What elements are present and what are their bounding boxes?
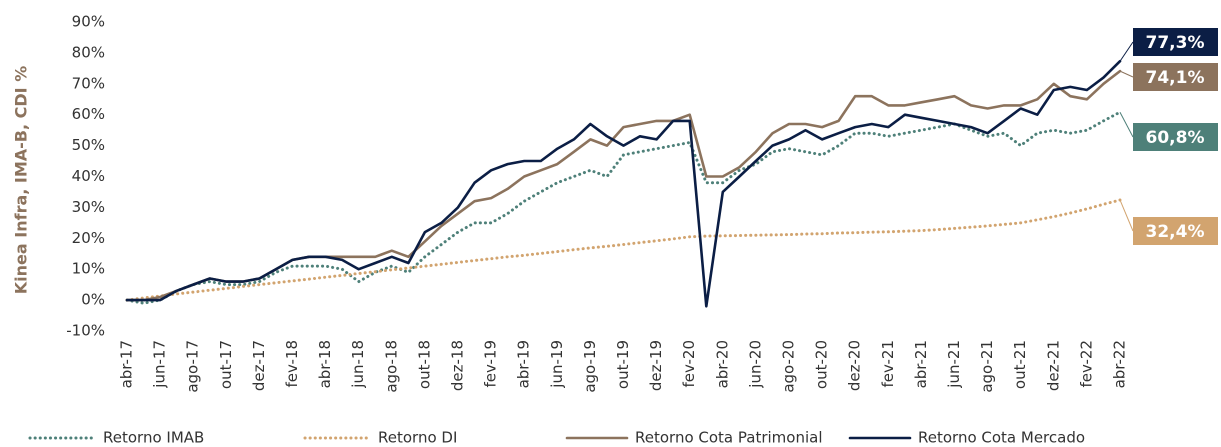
series-line — [125, 198, 1122, 302]
x-tick-label: out-19 — [614, 340, 632, 389]
y-tick-label: 50% — [72, 136, 105, 154]
x-tick-label: fev-21 — [879, 340, 897, 387]
x-tick-label: out-21 — [1011, 340, 1029, 389]
series-line — [125, 69, 1122, 302]
x-tick-label: fev-22 — [1077, 340, 1095, 387]
legend-label: Retorno Cota Mercado — [918, 429, 1085, 447]
x-tick-label: dez-17 — [250, 340, 268, 391]
x-tick-label: ago-21 — [978, 340, 996, 393]
x-tick-label: fev-19 — [482, 340, 500, 387]
x-tick-label: dez-21 — [1044, 340, 1062, 391]
end-label-box — [1133, 217, 1218, 245]
legend-label: Retorno IMAB — [103, 429, 204, 447]
series-line — [125, 59, 1122, 308]
end-label-box — [1133, 63, 1218, 91]
x-tick-label: dez-19 — [647, 340, 665, 391]
label-connector — [1119, 199, 1134, 232]
x-tick-label: jun-20 — [746, 340, 764, 389]
x-tick-label: fev-18 — [283, 340, 301, 387]
x-tick-label: dez-18 — [449, 340, 467, 391]
x-tick-label: out-18 — [415, 340, 433, 389]
end-label: 77,3% — [1146, 33, 1205, 53]
label-connector — [1119, 41, 1134, 62]
label-connector — [1119, 111, 1134, 138]
series-line — [125, 110, 1122, 305]
y-tick-label: 20% — [72, 229, 105, 247]
x-tick-label: dez-20 — [846, 340, 864, 391]
x-tick-label: ago-20 — [780, 340, 798, 393]
y-tick-label: 30% — [72, 198, 105, 216]
y-axis-label: Kinea Infra, IMA-B, CDI % — [12, 66, 31, 294]
y-tick-label: 40% — [72, 167, 105, 185]
x-tick-label: ago-17 — [184, 340, 202, 393]
y-tick-label: 60% — [72, 105, 105, 123]
y-tick-label: 0% — [81, 291, 105, 309]
end-label: 60,8% — [1146, 128, 1205, 148]
x-tick-label: jun-17 — [151, 340, 169, 389]
x-tick-label: jun-19 — [548, 340, 566, 389]
y-tick-label: 70% — [72, 74, 105, 92]
x-tick-label: jun-18 — [349, 340, 367, 389]
end-label-box — [1133, 28, 1218, 56]
x-tick-label: abr-18 — [316, 340, 334, 388]
label-connector — [1119, 70, 1134, 78]
x-tick-label: out-17 — [217, 340, 235, 389]
y-tick-label: 80% — [72, 43, 105, 61]
x-tick-label: ago-19 — [581, 340, 599, 393]
legend-label: Retorno Cota Patrimonial — [635, 429, 823, 447]
x-tick-label: ago-18 — [382, 340, 400, 393]
x-tick-label: abr-20 — [713, 340, 731, 388]
y-tick-label: 10% — [72, 260, 105, 278]
y-tick-label: 90% — [72, 13, 105, 31]
x-tick-label: jun-21 — [945, 340, 963, 389]
legend-label: Retorno DI — [378, 429, 457, 447]
x-tick-label: abr-21 — [912, 340, 930, 388]
end-label: 74,1% — [1146, 68, 1205, 88]
x-tick-label: out-20 — [813, 340, 831, 389]
x-tick-label: abr-17 — [118, 340, 136, 388]
end-label-box — [1133, 123, 1218, 151]
end-label: 32,4% — [1146, 222, 1205, 242]
x-tick-label: fev-20 — [680, 340, 698, 387]
x-tick-label: abr-19 — [515, 340, 533, 388]
x-tick-label: abr-22 — [1111, 340, 1129, 388]
y-tick-label: -10% — [66, 322, 105, 340]
